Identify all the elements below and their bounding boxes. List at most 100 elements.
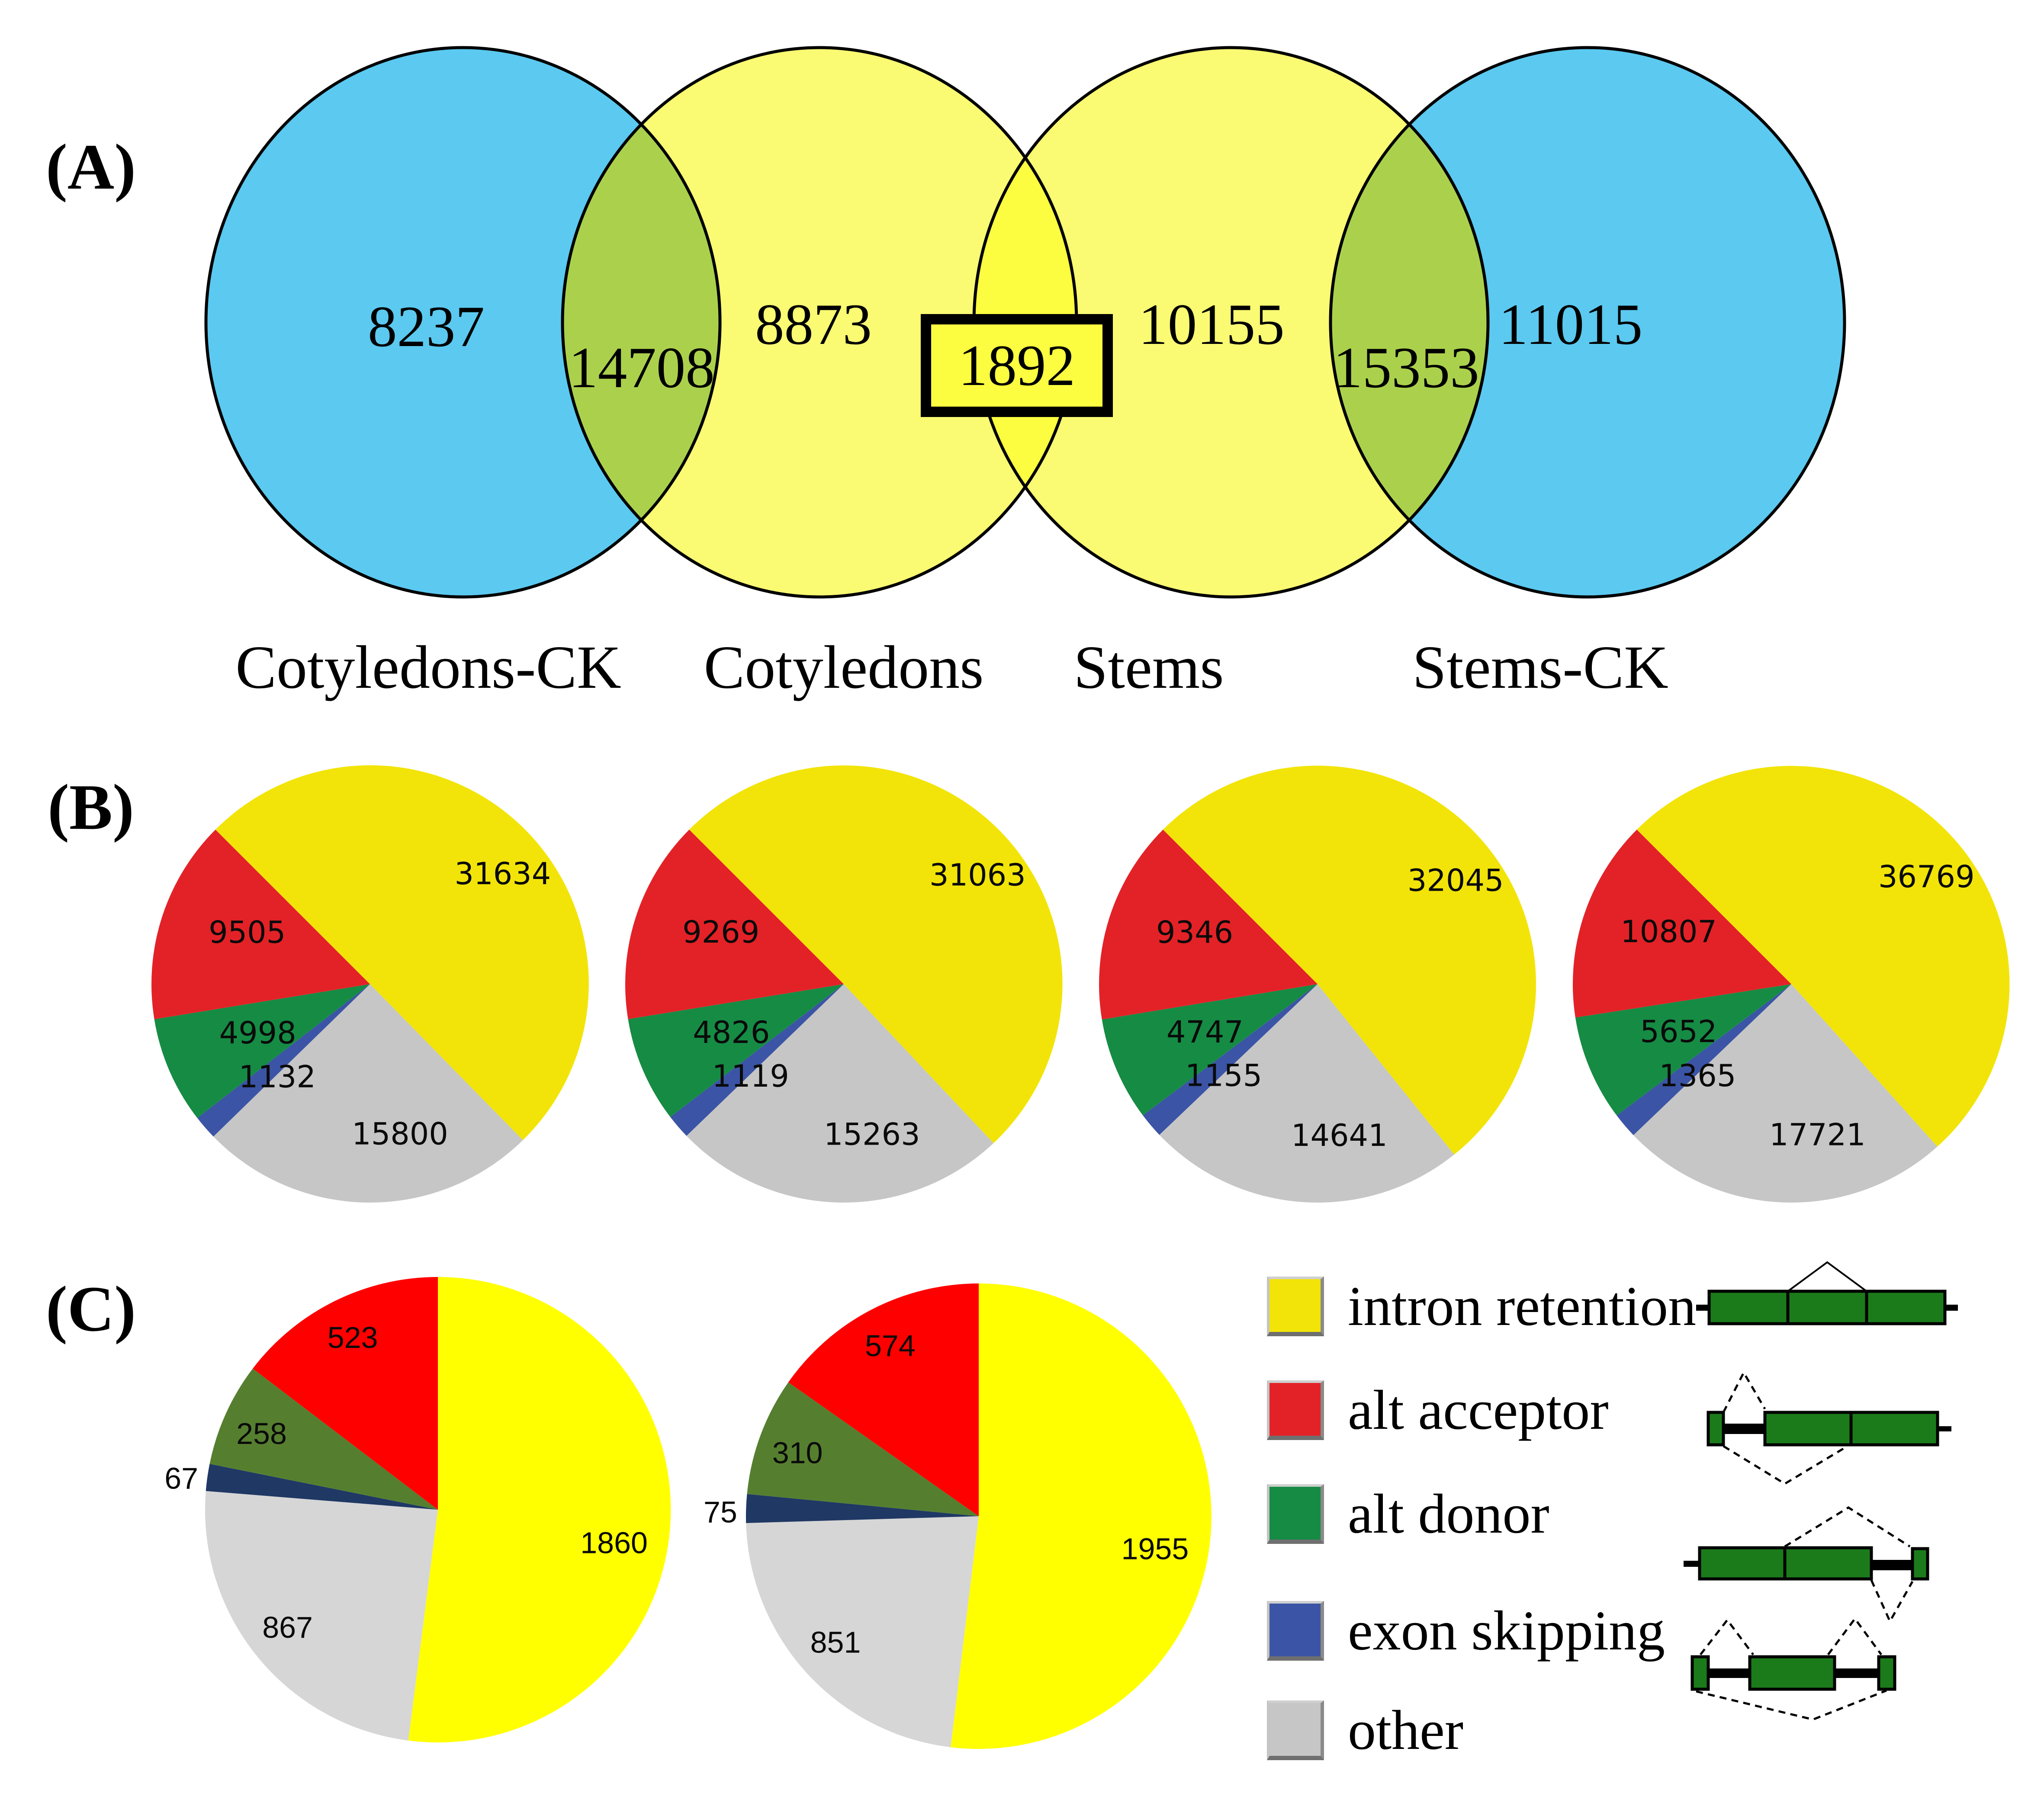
pie-slice-exon-skipping: [746, 1494, 979, 1523]
alt-acceptor-diagram: [1707, 1370, 1951, 1485]
legend-swatch-intron-retention: [1267, 1277, 1324, 1336]
pie-slice-alt-acceptor: [1099, 829, 1318, 1020]
pie-chart-b4: 36769 17721 1365 5652 10807: [1572, 766, 2010, 1203]
pie-slice-alt-acceptor: [253, 1277, 438, 1510]
exon-skipping-diagram: [1690, 1617, 1896, 1721]
pie-slice-exon-skipping: [1143, 984, 1318, 1135]
venn-circle-cotyledons-ck: [206, 48, 720, 597]
legend-label-exon-skipping: exon skipping: [1348, 1600, 1665, 1662]
highlight-box-1892: [921, 314, 1113, 417]
pie-slice-alt-donor: [747, 1382, 979, 1516]
pie-value-label-alt-donor: 4747: [1167, 1014, 1244, 1050]
legend-label-alt-acceptor: alt acceptor: [1348, 1379, 1609, 1441]
panel-b-letter: (B): [48, 771, 134, 843]
pie-value-label-other: 15800: [352, 1116, 448, 1152]
venn-value-stems-stems-ck-overlap: 15353: [1333, 336, 1479, 400]
legend-item-alt-donor: alt donor: [1267, 1483, 1549, 1545]
pie-value-label-alt-acceptor: 574: [865, 1329, 916, 1363]
legend-label-other: other: [1348, 1699, 1464, 1761]
venn-outline: [204, 46, 722, 599]
pie-slice-alt-acceptor: [1572, 829, 1791, 1018]
venn-outline: [1329, 46, 1846, 599]
pie-value-label-intron-retention: 32045: [1408, 863, 1504, 898]
pie-value-label-intron-retention: 36769: [1878, 859, 1975, 895]
pie-slice-intron-retention: [689, 765, 1063, 1143]
pie-value-label-intron-retention: 31063: [929, 857, 1026, 893]
pie-value-label-alt-acceptor: 523: [328, 1321, 378, 1354]
pie-value-label-alt-acceptor: 9505: [209, 914, 286, 950]
pie-slice-alt-acceptor: [788, 1283, 979, 1516]
legend-swatch-alt-acceptor: [1267, 1380, 1324, 1440]
panel-a-letter: (A): [45, 131, 136, 203]
pie-value-label-other: 851: [810, 1626, 861, 1659]
legend-label-intron-retention: intron retention: [1348, 1275, 1697, 1338]
pie-slice-intron-retention: [1636, 766, 2010, 1147]
pie-slice-other: [746, 1516, 979, 1748]
pie-value-label-other: 867: [262, 1610, 313, 1644]
pie-slice-alt-donor: [628, 984, 844, 1117]
pie-value-label-exon-skipping: 1365: [1659, 1058, 1736, 1094]
pie-slice-other: [1159, 984, 1454, 1203]
legend-label-alt-donor: alt donor: [1348, 1483, 1549, 1545]
pie-chart-b2: 31063 15263 1119 4826 9269: [625, 765, 1063, 1203]
legend-item-other: other: [1267, 1699, 1464, 1761]
pie-value-label-alt-acceptor: 9346: [1156, 914, 1233, 950]
intron-retention-diagram: [1696, 1261, 1958, 1325]
set-label-cotyledons-ck: Cotyledons-CK: [235, 633, 621, 701]
venn-circle-stems-ck: [1331, 48, 1845, 597]
pie-slice-exon-skipping: [197, 984, 370, 1137]
set-label-stems: Stems: [1073, 633, 1224, 701]
pie-value-label-other: 14641: [1291, 1118, 1388, 1153]
legend-item-intron-retention: intron retention: [1267, 1275, 1697, 1338]
pie-slice-alt-donor: [209, 1368, 438, 1510]
pie-value-label-other: 15263: [824, 1116, 920, 1152]
pie-slice-exon-skipping: [670, 984, 844, 1136]
pie-slice-other: [205, 1491, 438, 1741]
venn-value-stems-only: 10155: [1138, 292, 1285, 357]
pie-value-label-alt-donor: 4998: [219, 1015, 296, 1051]
set-label-stems-ck: Stems-CK: [1412, 633, 1668, 701]
pie-value-label-alt-donor: 258: [236, 1417, 287, 1450]
venn-value-ck-cotyledons-overlap: 14708: [569, 336, 715, 400]
venn-value-cotyledons-stems-overlap: 1892: [958, 334, 1075, 398]
venn-value-cotyledons-ck-only: 8237: [368, 295, 485, 359]
legend-item-alt-acceptor: alt acceptor: [1267, 1379, 1609, 1441]
pie-value-label-alt-acceptor: 9269: [682, 914, 759, 950]
legend-swatch-alt-donor: [1267, 1484, 1324, 1544]
legend-swatch-exon-skipping: [1267, 1601, 1324, 1661]
pie-value-label-alt-donor: 5652: [1640, 1014, 1717, 1049]
venn-circle-cotyledons: [562, 48, 1077, 597]
pie-slice-intron-retention: [215, 765, 589, 1140]
pie-slice-intron-retention: [1163, 766, 1536, 1155]
pie-value-label-exon-skipping: 1119: [712, 1059, 789, 1094]
alt-donor-diagram: [1684, 1506, 1929, 1624]
legend-item-exon-skipping: exon skipping: [1267, 1600, 1665, 1662]
pie-chart-c1: 1860 867 67 258 523: [164, 1277, 671, 1742]
pie-value-label-alt-acceptor: 10807: [1620, 914, 1717, 950]
pie-slice-alt-donor: [1102, 984, 1318, 1116]
pie-value-label-alt-donor: 310: [772, 1436, 823, 1469]
pie-value-label-other: 17721: [1769, 1117, 1866, 1152]
pie-slice-alt-acceptor: [625, 829, 844, 1019]
venn-value-cotyledons-only: 8873: [755, 292, 872, 357]
pie-value-label-alt-donor: 4826: [693, 1015, 770, 1050]
panel-c-letter: (C): [45, 1273, 136, 1345]
pie-slice-intron-retention: [408, 1277, 671, 1742]
pie-slice-alt-donor: [154, 984, 370, 1118]
pie-value-label-intron-retention: 1860: [580, 1526, 648, 1560]
pie-value-label-intron-retention: 31634: [455, 856, 551, 892]
pie-chart-c2: 1955 851 75 310 574: [704, 1283, 1212, 1749]
venn-circle-stems: [974, 48, 1488, 597]
pie-value-label-intron-retention: 1955: [1122, 1532, 1189, 1566]
legend-swatch-other: [1267, 1700, 1324, 1760]
pie-value-label-exon-skipping: 1132: [239, 1059, 316, 1094]
pie-slice-exon-skipping: [206, 1464, 438, 1510]
venn-value-stems-ck-only: 11015: [1499, 292, 1643, 357]
pie-slice-other: [1633, 984, 1938, 1203]
pie-chart-b1: 31634 15800 1132 4998 9505: [151, 765, 589, 1203]
pie-slice-exon-skipping: [1617, 984, 1791, 1136]
pie-slice-intron-retention: [951, 1283, 1212, 1749]
pie-slice-alt-acceptor: [151, 829, 370, 1020]
pie-slice-other: [686, 984, 994, 1203]
